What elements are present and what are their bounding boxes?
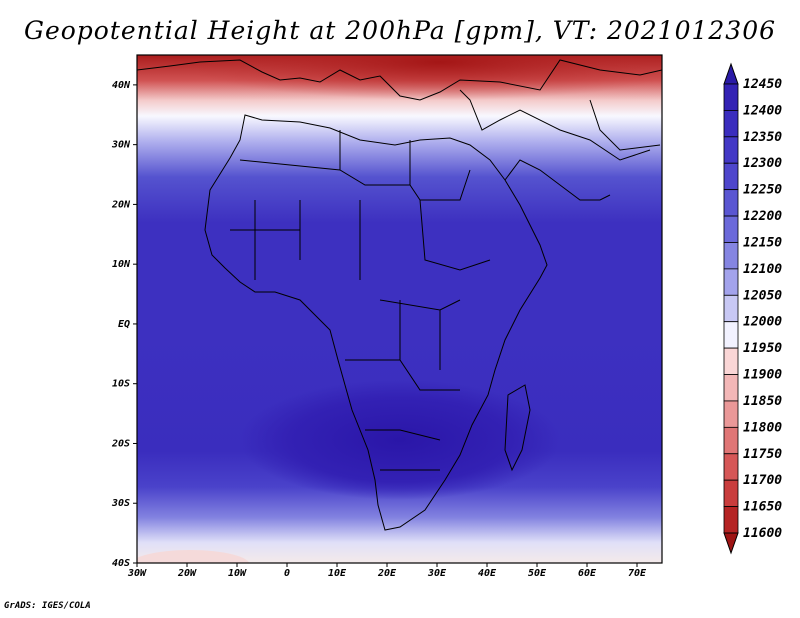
lon-tick-label: 20E <box>377 568 397 579</box>
latitude-ticks: 40N 30N 20N 10N EQ 10S 20S 30S 40S <box>111 80 137 569</box>
colorbar-label: 11750 <box>743 447 782 462</box>
colorbar-swatch <box>723 136 739 164</box>
colorbar-swatch <box>723 453 739 481</box>
colorbar-bottom-arrow <box>723 532 739 555</box>
lat-tick-label: 20S <box>111 438 130 449</box>
lat-tick-label: EQ <box>118 319 130 330</box>
lon-tick-label: 60E <box>578 568 597 579</box>
colorbar-swatch <box>723 321 739 349</box>
lon-tick-label: 20W <box>177 568 197 579</box>
lon-tick-label: 0 <box>284 568 290 579</box>
lat-tick-label: 40S <box>112 558 130 569</box>
colorbar: 12450 12400 12350 12300 12250 12200 12150 12100… <box>723 62 782 555</box>
colorbar-swatch <box>723 162 739 191</box>
page-title: Geopotential Height at 200hPa [gpm], VT:… <box>23 16 777 45</box>
colorbar-swatch <box>723 479 739 507</box>
colorbar-swatch <box>723 215 739 243</box>
colorbar-swatch <box>723 189 739 217</box>
colorbar-label: 11700 <box>743 473 782 488</box>
colorbar-label: 12150 <box>743 235 782 250</box>
colorbar-swatch <box>723 426 739 455</box>
lon-tick-label: 40E <box>478 568 497 579</box>
lon-tick-label: 30W <box>127 568 147 579</box>
colorbar-label: 12050 <box>743 288 782 303</box>
lat-tick-label: 10S <box>112 379 130 390</box>
colorbar-swatch <box>723 400 739 428</box>
colorbar-label: 11950 <box>743 341 782 356</box>
colorbar-top-arrow <box>723 62 739 85</box>
colorbar-swatch <box>723 242 739 270</box>
colorbar-label: 12450 <box>743 77 782 92</box>
plot-frame <box>136 54 663 564</box>
colorbar-label: 12100 <box>743 262 782 277</box>
lon-tick-label: 30E <box>427 568 447 579</box>
colorbar-label: 11650 <box>743 500 782 515</box>
colorbar-swatch <box>723 506 739 534</box>
lat-tick-label: 30N <box>111 140 131 151</box>
colorbar-label: 12000 <box>743 315 782 330</box>
credit-text: GrADS: IGES/COLA <box>4 601 91 611</box>
colorbar-label: 11900 <box>743 368 782 383</box>
colorbar-swatch <box>723 83 739 111</box>
lat-tick-label: 30S <box>111 498 130 509</box>
colorbar-swatch <box>723 268 739 296</box>
colorbar-label: 12350 <box>743 130 782 145</box>
lon-tick-label: 10W <box>228 568 247 579</box>
lon-tick-label: 70E <box>628 568 647 579</box>
lon-tick-label: 50E <box>528 568 547 579</box>
colorbar-label: 11800 <box>743 420 782 435</box>
lat-tick-label: 20N <box>111 199 131 210</box>
colorbar-label: 11850 <box>743 394 782 409</box>
lat-tick-label: 10N <box>112 259 131 270</box>
colorbar-label: 12200 <box>743 209 782 224</box>
colorbar-swatch <box>723 347 739 375</box>
colorbar-swatch <box>723 374 739 402</box>
longitude-ticks: 30W 20W 10W 0 10E 20E 30E 40E 50E 60E 70E <box>127 563 647 579</box>
lon-tick-label: 10E <box>328 568 347 579</box>
colorbar-swatch <box>723 110 739 138</box>
colorbar-label: 11600 <box>743 526 782 541</box>
colorbar-label: 12250 <box>743 183 782 198</box>
colorbar-label: 12300 <box>743 156 782 171</box>
lat-tick-label: 40N <box>112 80 131 91</box>
height-field <box>137 55 662 563</box>
colorbar-swatch <box>723 294 739 323</box>
coastlines <box>137 59 662 531</box>
colorbar-label: 12400 <box>743 103 782 118</box>
